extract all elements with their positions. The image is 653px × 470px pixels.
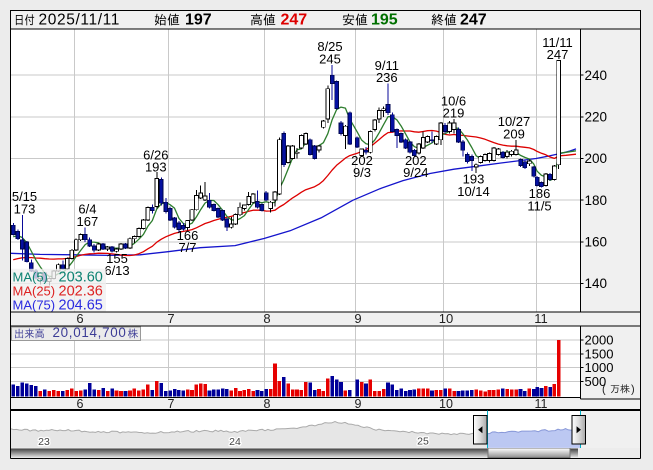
svg-text:193: 193 [145, 160, 167, 175]
svg-text:MA(5): MA(5) [13, 270, 48, 285]
svg-text:155: 155 [106, 251, 128, 266]
svg-text:197: 197 [185, 12, 212, 29]
svg-text:(: ( [602, 384, 606, 396]
svg-text:10: 10 [439, 311, 453, 326]
svg-text:140: 140 [585, 276, 608, 291]
svg-text:167: 167 [77, 214, 99, 229]
svg-text:186: 186 [529, 186, 551, 201]
svg-text:2025/11/11: 2025/11/11 [39, 12, 120, 29]
svg-text:166: 166 [177, 228, 199, 243]
svg-text:203.60: 203.60 [59, 270, 103, 286]
svg-text:500: 500 [585, 374, 607, 389]
svg-text:173: 173 [14, 201, 36, 216]
svg-text:23: 23 [38, 436, 50, 448]
svg-text:8/25: 8/25 [317, 39, 342, 54]
svg-text:MA(25): MA(25) [13, 284, 56, 299]
svg-text:11: 11 [534, 311, 548, 326]
svg-text:7: 7 [167, 311, 174, 326]
svg-text:7: 7 [168, 397, 175, 411]
svg-text:202.36: 202.36 [59, 284, 103, 300]
svg-text:236: 236 [376, 70, 398, 85]
svg-text:): ) [631, 384, 635, 396]
svg-text:204.65: 204.65 [59, 298, 103, 314]
svg-text:10/27: 10/27 [498, 114, 531, 129]
svg-text:6/26: 6/26 [143, 147, 168, 162]
svg-text:202: 202 [405, 153, 427, 168]
svg-text:160: 160 [585, 235, 608, 250]
svg-text:247: 247 [547, 47, 569, 62]
svg-text:5/15: 5/15 [12, 189, 37, 204]
svg-text:8: 8 [264, 397, 271, 411]
svg-text:11: 11 [535, 397, 548, 411]
svg-text:MA(75): MA(75) [13, 298, 56, 313]
svg-text:195: 195 [371, 12, 398, 29]
svg-text:9/11: 9/11 [375, 58, 399, 73]
svg-text:200: 200 [585, 151, 608, 166]
svg-text:7/7: 7/7 [178, 240, 196, 255]
svg-text:193: 193 [463, 172, 485, 187]
svg-text:9: 9 [354, 311, 361, 326]
svg-text:180: 180 [585, 193, 608, 208]
svg-text:6/13: 6/13 [104, 263, 129, 278]
svg-text:6: 6 [76, 311, 83, 326]
svg-text:20,014,700: 20,014,700 [53, 325, 127, 340]
svg-text:1500: 1500 [585, 346, 614, 361]
svg-text:6/4: 6/4 [78, 202, 96, 217]
svg-text:247: 247 [281, 12, 308, 29]
svg-text:1000: 1000 [585, 360, 614, 375]
svg-text:247: 247 [460, 12, 487, 29]
svg-text:10: 10 [439, 397, 453, 411]
svg-text:2000: 2000 [585, 333, 614, 348]
svg-text:9/24: 9/24 [403, 165, 428, 180]
svg-text:9: 9 [355, 397, 362, 411]
svg-text:24: 24 [229, 436, 241, 448]
svg-text:11/5: 11/5 [527, 198, 551, 213]
svg-text:11/11: 11/11 [542, 35, 573, 50]
svg-text:6: 6 [77, 397, 84, 411]
svg-text:9/3: 9/3 [353, 165, 371, 180]
svg-text:209: 209 [503, 126, 525, 141]
svg-text:240: 240 [585, 68, 608, 83]
svg-text:202: 202 [351, 153, 373, 168]
svg-text:10/14: 10/14 [457, 184, 490, 199]
svg-text:8: 8 [263, 311, 270, 326]
svg-text:25: 25 [417, 436, 429, 448]
svg-text:219: 219 [443, 105, 465, 120]
svg-text:245: 245 [319, 51, 341, 66]
svg-text:220: 220 [585, 110, 608, 125]
svg-text:10/6: 10/6 [441, 93, 466, 108]
